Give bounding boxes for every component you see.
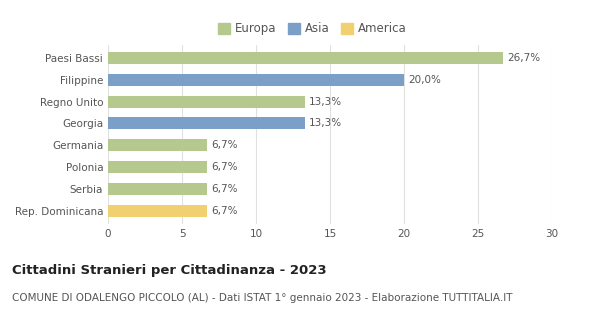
Bar — [108, 52, 503, 64]
Text: 13,3%: 13,3% — [309, 118, 343, 128]
Text: 6,7%: 6,7% — [212, 140, 238, 150]
Text: 6,7%: 6,7% — [212, 162, 238, 172]
Bar — [108, 205, 207, 217]
Text: 26,7%: 26,7% — [508, 53, 541, 63]
Bar — [108, 74, 404, 86]
Text: 20,0%: 20,0% — [409, 75, 442, 85]
Text: Cittadini Stranieri per Cittadinanza - 2023: Cittadini Stranieri per Cittadinanza - 2… — [12, 264, 326, 277]
Bar — [108, 139, 207, 151]
Bar — [108, 161, 207, 173]
Text: 6,7%: 6,7% — [212, 206, 238, 216]
Text: 13,3%: 13,3% — [309, 97, 343, 107]
Text: 6,7%: 6,7% — [212, 184, 238, 194]
Legend: Europa, Asia, America: Europa, Asia, America — [218, 22, 406, 35]
Text: COMUNE DI ODALENGO PICCOLO (AL) - Dati ISTAT 1° gennaio 2023 - Elaborazione TUTT: COMUNE DI ODALENGO PICCOLO (AL) - Dati I… — [12, 293, 512, 303]
Bar — [108, 96, 305, 108]
Bar — [108, 117, 305, 130]
Bar — [108, 183, 207, 195]
